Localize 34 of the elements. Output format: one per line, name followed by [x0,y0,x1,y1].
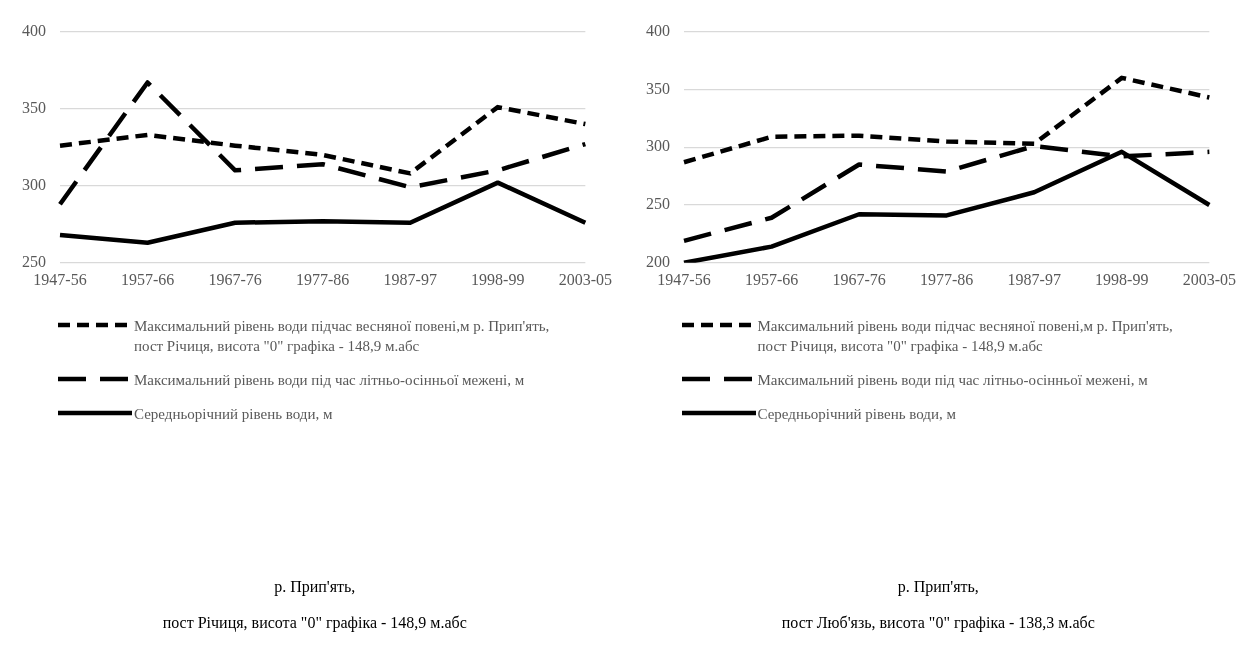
y-tick-label: 350 [22,98,46,116]
y-tick-label: 350 [645,79,670,97]
x-tick-label: 2003-05 [1182,270,1236,288]
x-tick-label: 1957-66 [744,270,798,288]
x-tick-label: 1947-56 [33,270,87,288]
legend-label: Середньорічний рівень води, м [134,405,333,424]
x-tick-label: 1977-86 [919,270,973,288]
y-tick-label: 300 [22,175,46,193]
y-tick-label: 250 [645,195,670,213]
x-tick-label: 1987-97 [383,270,437,288]
x-tick-label: 1998-99 [471,270,525,288]
legend-label: Середньорічний рівень води, м [757,405,956,424]
y-tick-label: 400 [22,21,46,39]
x-tick-label: 2003-05 [558,270,612,288]
x-tick-label: 1998-99 [1094,270,1148,288]
x-tick-label: 1967-76 [831,270,886,288]
x-tick-label: 1987-97 [1007,270,1061,288]
legend-label: Максимальний рівень води підчас весняної повені,м р. Прип'ять, пост Річиця, висота "0" графіка - 148,9 м.абс [134,317,551,356]
x-tick-label: 1957-66 [120,270,175,288]
text: р. Прип'ять, [896,578,980,596]
y-tick-label: 300 [645,137,670,155]
legend-label: Максимальний рівень води під час літньо-осінньої межені, м [757,371,1148,390]
text: р. Прип'ять, [273,578,357,596]
x-tick-label: 1977-86 [296,270,350,288]
y-tick-label: 250 [22,253,46,270]
legend-label: Максимальний рівень води підчас весняної повені,м р. Прип'ять, пост Річиця, висота "0" графіка - 148,9 м.абс [757,317,1174,356]
text: пост Річиця, висота "0" графіка - 148,9 м.абс [161,614,468,632]
x-tick-label: 1967-76 [208,270,262,288]
y-tick-label: 400 [645,21,670,39]
y-tick-label: 200 [645,253,670,270]
legend-label: Максимальний рівень води під час літньо-осінньої межені, м [134,371,525,390]
text: пост Люб'язь, висота "0" графіка - 138,3 м.абс [780,614,1096,632]
x-tick-label: 1947-56 [656,270,711,288]
line-series [57,80,588,207]
